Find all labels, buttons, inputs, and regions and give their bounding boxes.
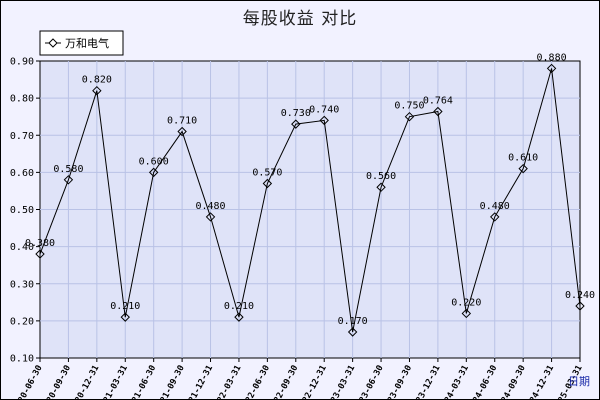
x-tick-label: 2024-12-31 <box>523 364 556 399</box>
x-tick-label: 2024-03-31 <box>438 364 471 399</box>
data-point <box>262 178 273 189</box>
data-point <box>518 163 528 174</box>
x-tick-label: 2021-03-31 <box>97 364 130 399</box>
x-tick-label: 2020-12-31 <box>69 364 102 399</box>
legend-marker <box>48 38 58 48</box>
x-tick-label: 2022-09-30 <box>268 364 301 399</box>
x-tick-label: 2024-09-30 <box>495 364 528 399</box>
data-label: 0.820 <box>82 75 112 86</box>
x-tick-label: 2021-06-30 <box>125 364 158 399</box>
data-point <box>177 126 187 137</box>
y-tick-label: 0.20 <box>10 316 34 327</box>
y-tick-label: 0.40 <box>10 242 34 253</box>
data-label: 0.764 <box>423 95 453 106</box>
data-label: 0.730 <box>281 108 311 119</box>
x-tick-label: 2022-12-31 <box>296 364 329 399</box>
x-tick-label: 2020-09-30 <box>40 364 73 399</box>
data-point <box>205 212 216 222</box>
data-point <box>148 167 159 178</box>
x-tick-label: 2023-12-31 <box>410 364 443 399</box>
data-label: 0.600 <box>139 156 169 167</box>
data-point <box>575 301 585 311</box>
x-tick-label: 2022-06-30 <box>239 364 272 399</box>
data-point <box>120 312 130 322</box>
data-label: 0.610 <box>508 153 538 164</box>
data-point <box>546 63 557 74</box>
x-tick-label: 2021-09-30 <box>154 364 187 399</box>
data-label: 0.210 <box>110 301 140 312</box>
data-point <box>404 111 415 122</box>
x-tick-label: 2023-06-30 <box>353 364 386 399</box>
data-point <box>63 175 74 185</box>
data-label: 0.560 <box>366 171 396 182</box>
x-tick-label: 2023-03-31 <box>324 364 357 399</box>
data-point <box>35 249 45 259</box>
x-tick-label: 2023-09-30 <box>381 364 414 399</box>
series-line <box>39 68 581 333</box>
y-tick-label: 0.80 <box>10 94 34 105</box>
x-tick-label: 2024-06-30 <box>467 364 500 399</box>
data-label: 0.380 <box>25 238 55 249</box>
data-point <box>433 106 443 117</box>
x-tick-label: 2021-12-31 <box>182 364 215 399</box>
data-label: 0.880 <box>537 52 567 63</box>
x-tick-label: 2020-06-30 <box>12 364 45 399</box>
x-tick-label: 2022-03-31 <box>211 364 244 399</box>
y-tick-label: 0.90 <box>10 57 34 68</box>
chart-title: 每股收益 对比 <box>242 9 358 29</box>
data-label: 0.570 <box>252 168 282 179</box>
data-point <box>490 212 500 222</box>
y-tick-label: 0.10 <box>10 354 34 365</box>
legend-label: 万和电气 <box>65 36 109 50</box>
data-point <box>319 115 329 126</box>
data-point <box>347 327 358 337</box>
data-point <box>376 182 386 192</box>
data-label: 0.480 <box>195 201 225 212</box>
y-tick-label: 0.50 <box>10 205 34 216</box>
data-label: 0.170 <box>338 316 368 327</box>
data-point <box>291 119 301 129</box>
data-point <box>234 312 244 322</box>
data-label: 0.220 <box>451 297 481 308</box>
data-point <box>461 308 472 319</box>
y-tick-label: 0.70 <box>10 131 34 142</box>
data-label: 0.480 <box>480 201 510 212</box>
data-label: 0.210 <box>224 301 254 312</box>
data-label: 0.750 <box>394 101 424 112</box>
y-tick-label: 0.60 <box>10 168 34 179</box>
x-axis-label: 日期 <box>568 375 590 388</box>
data-label: 0.740 <box>309 104 339 115</box>
data-label: 0.710 <box>167 116 197 127</box>
data-label: 0.580 <box>53 164 83 175</box>
data-label: 0.240 <box>565 290 595 301</box>
y-tick-label: 0.30 <box>10 279 34 290</box>
data-point <box>92 85 102 96</box>
